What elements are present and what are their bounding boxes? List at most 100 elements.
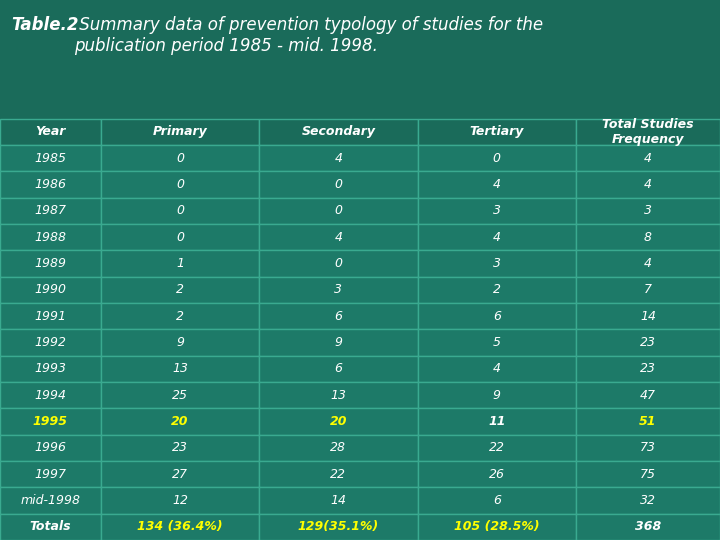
Text: 1994: 1994 (35, 389, 66, 402)
FancyBboxPatch shape (576, 145, 720, 172)
FancyBboxPatch shape (0, 356, 101, 382)
FancyBboxPatch shape (418, 251, 576, 276)
FancyBboxPatch shape (576, 172, 720, 198)
Text: 13: 13 (172, 362, 188, 375)
Text: Primary: Primary (153, 125, 207, 138)
Text: 28: 28 (330, 441, 346, 454)
Text: 6: 6 (334, 310, 343, 323)
FancyBboxPatch shape (576, 382, 720, 408)
FancyBboxPatch shape (576, 276, 720, 303)
FancyBboxPatch shape (418, 329, 576, 356)
FancyBboxPatch shape (101, 172, 259, 198)
FancyBboxPatch shape (101, 224, 259, 251)
Text: 14: 14 (330, 494, 346, 507)
Text: 1985: 1985 (35, 152, 66, 165)
FancyBboxPatch shape (418, 119, 576, 145)
Text: 26: 26 (489, 468, 505, 481)
Text: 134 (36.4%): 134 (36.4%) (138, 521, 222, 534)
Text: 14: 14 (640, 310, 656, 323)
Text: 0: 0 (176, 231, 184, 244)
FancyBboxPatch shape (101, 514, 259, 540)
Text: 5: 5 (492, 336, 501, 349)
FancyBboxPatch shape (101, 251, 259, 276)
FancyBboxPatch shape (0, 382, 101, 408)
Text: 6: 6 (492, 310, 501, 323)
Text: 2: 2 (176, 284, 184, 296)
Text: 20: 20 (171, 415, 189, 428)
Text: mid-1998: mid-1998 (20, 494, 81, 507)
FancyBboxPatch shape (259, 224, 418, 251)
FancyBboxPatch shape (0, 119, 101, 145)
Text: 13: 13 (330, 389, 346, 402)
FancyBboxPatch shape (418, 514, 576, 540)
Text: 9: 9 (334, 336, 343, 349)
FancyBboxPatch shape (259, 198, 418, 224)
FancyBboxPatch shape (0, 224, 101, 251)
FancyBboxPatch shape (576, 251, 720, 276)
Text: 25: 25 (172, 389, 188, 402)
FancyBboxPatch shape (259, 487, 418, 514)
FancyBboxPatch shape (259, 329, 418, 356)
Text: 0: 0 (492, 152, 501, 165)
Text: Secondary: Secondary (302, 125, 375, 138)
FancyBboxPatch shape (418, 487, 576, 514)
FancyBboxPatch shape (576, 198, 720, 224)
Text: 3: 3 (492, 257, 501, 270)
FancyBboxPatch shape (101, 487, 259, 514)
FancyBboxPatch shape (418, 356, 576, 382)
FancyBboxPatch shape (259, 514, 418, 540)
FancyBboxPatch shape (0, 172, 101, 198)
Text: 1995: 1995 (33, 415, 68, 428)
Text: Tertiary: Tertiary (469, 125, 524, 138)
FancyBboxPatch shape (101, 329, 259, 356)
Text: 0: 0 (176, 178, 184, 191)
FancyBboxPatch shape (101, 382, 259, 408)
FancyBboxPatch shape (418, 408, 576, 435)
FancyBboxPatch shape (259, 356, 418, 382)
Text: 3: 3 (334, 284, 343, 296)
FancyBboxPatch shape (259, 382, 418, 408)
Text: 27: 27 (172, 468, 188, 481)
FancyBboxPatch shape (418, 198, 576, 224)
Text: 9: 9 (176, 336, 184, 349)
Text: 1986: 1986 (35, 178, 66, 191)
Text: 368: 368 (635, 521, 661, 534)
Text: 1996: 1996 (35, 441, 66, 454)
FancyBboxPatch shape (259, 276, 418, 303)
FancyBboxPatch shape (259, 461, 418, 487)
Text: 23: 23 (172, 441, 188, 454)
Text: Year: Year (35, 125, 66, 138)
FancyBboxPatch shape (576, 329, 720, 356)
Text: 1989: 1989 (35, 257, 66, 270)
FancyBboxPatch shape (0, 461, 101, 487)
Text: 129(35.1%): 129(35.1%) (298, 521, 379, 534)
Text: 4: 4 (644, 178, 652, 191)
Text: 1992: 1992 (35, 336, 66, 349)
Text: 4: 4 (334, 152, 343, 165)
Text: 23: 23 (640, 336, 656, 349)
Text: 4: 4 (644, 257, 652, 270)
FancyBboxPatch shape (576, 356, 720, 382)
Text: 4: 4 (492, 231, 501, 244)
Text: 4: 4 (334, 231, 343, 244)
Text: 6: 6 (334, 362, 343, 375)
Text: 73: 73 (640, 441, 656, 454)
Text: 47: 47 (640, 389, 656, 402)
Text: 1990: 1990 (35, 284, 66, 296)
FancyBboxPatch shape (576, 514, 720, 540)
FancyBboxPatch shape (101, 119, 259, 145)
FancyBboxPatch shape (259, 172, 418, 198)
Text: 3: 3 (644, 205, 652, 218)
Text: 2: 2 (492, 284, 501, 296)
FancyBboxPatch shape (259, 303, 418, 329)
FancyBboxPatch shape (0, 514, 101, 540)
FancyBboxPatch shape (418, 382, 576, 408)
Text: 2: 2 (176, 310, 184, 323)
FancyBboxPatch shape (259, 251, 418, 276)
Text: 22: 22 (489, 441, 505, 454)
FancyBboxPatch shape (259, 408, 418, 435)
FancyBboxPatch shape (101, 356, 259, 382)
FancyBboxPatch shape (418, 303, 576, 329)
FancyBboxPatch shape (576, 303, 720, 329)
Text: 20: 20 (330, 415, 347, 428)
